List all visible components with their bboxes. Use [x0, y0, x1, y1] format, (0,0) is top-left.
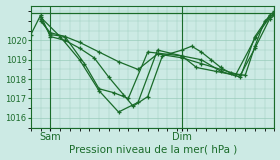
X-axis label: Pression niveau de la mer( hPa ): Pression niveau de la mer( hPa ) [69, 144, 237, 154]
